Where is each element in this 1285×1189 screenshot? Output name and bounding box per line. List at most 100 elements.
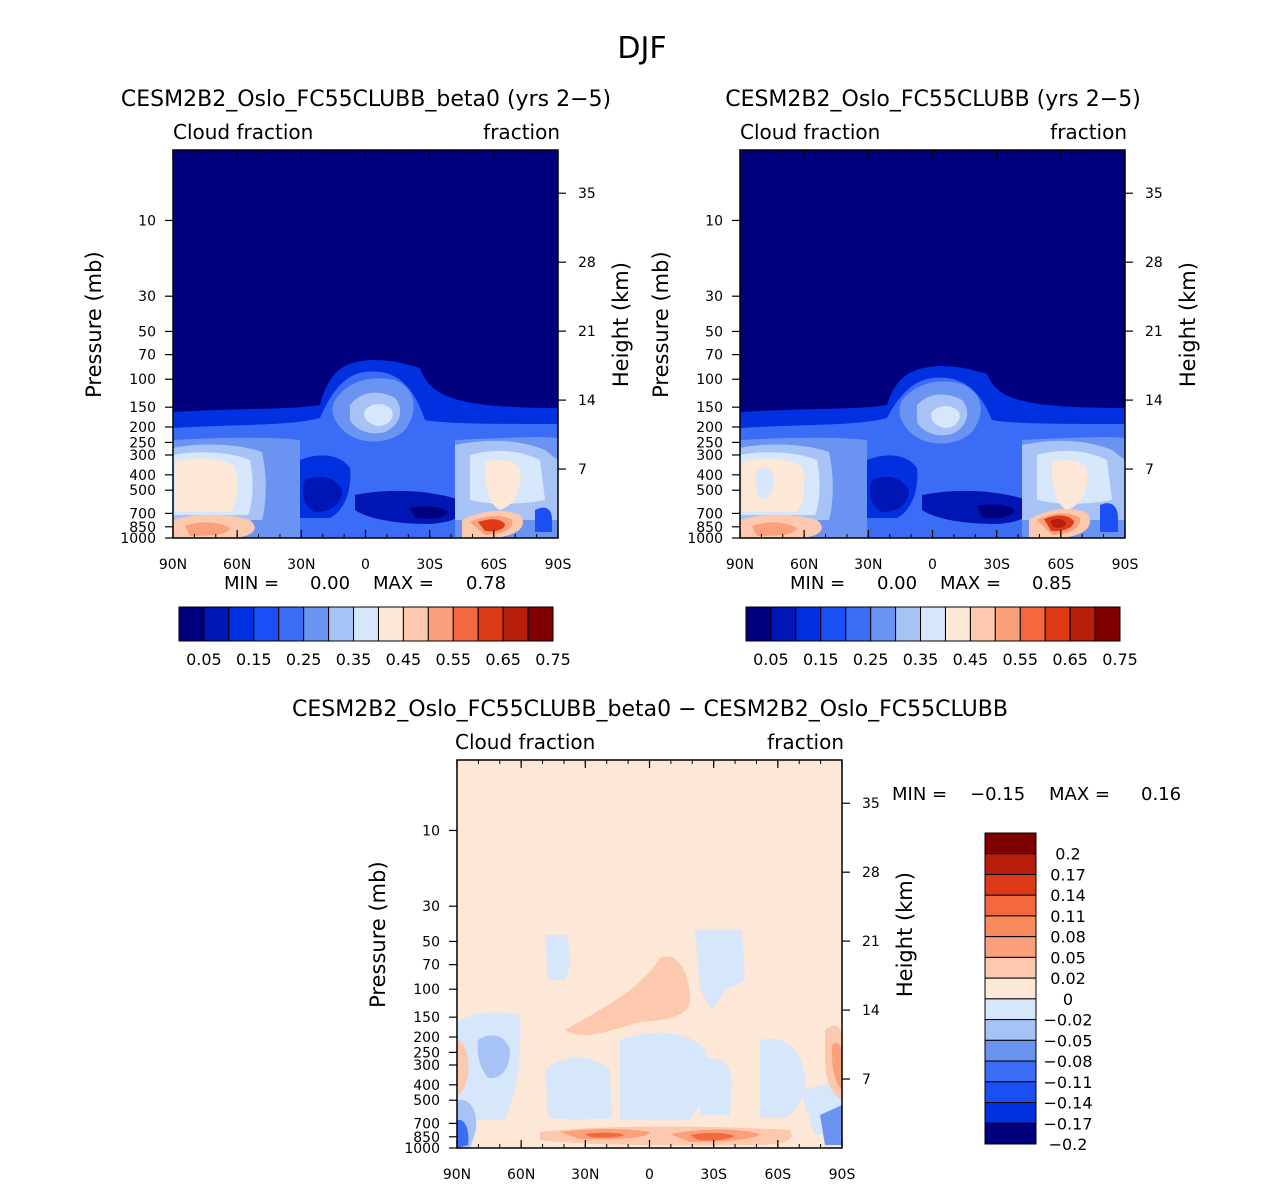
colorbar-label: 0.2 bbox=[1055, 845, 1080, 864]
y-tick-label: 70 bbox=[138, 348, 156, 364]
y-tick-label: 1000 bbox=[404, 1141, 440, 1157]
x-tick-label: 30N bbox=[287, 557, 315, 573]
x-tick-label: 90S bbox=[1112, 557, 1139, 573]
y-tick-label: 50 bbox=[422, 934, 440, 950]
x-tick-label: 90S bbox=[829, 1167, 856, 1183]
y-tick-label: 300 bbox=[413, 1058, 440, 1074]
colorbar-swatch bbox=[984, 873, 1037, 896]
x-tick-label: 60N bbox=[790, 557, 818, 573]
y2-tick-label: 14 bbox=[862, 1003, 880, 1019]
colorbar-swatch bbox=[228, 606, 255, 642]
colorbar-swatch bbox=[1069, 606, 1096, 642]
x-tick-label: 90S bbox=[545, 557, 572, 573]
colorbar-label: 0.08 bbox=[1050, 928, 1086, 947]
colorbar-swatch bbox=[984, 936, 1037, 958]
y-tick-label: 30 bbox=[422, 899, 440, 915]
x-tick-label: 60S bbox=[1047, 557, 1074, 573]
y-tick-label: 700 bbox=[696, 506, 723, 522]
y-tick-label: 400 bbox=[696, 468, 723, 484]
colorbar-label: 0.05 bbox=[186, 650, 222, 669]
y-tick-label: 10 bbox=[138, 213, 156, 229]
colorbar-label: 0.14 bbox=[1050, 886, 1086, 905]
y-tick-label: 1000 bbox=[687, 531, 723, 547]
colorbar-swatch bbox=[984, 832, 1037, 855]
colorbar-swatch bbox=[969, 606, 996, 642]
panel-3-min-label: MIN = bbox=[892, 784, 947, 805]
y-tick-label: 850 bbox=[129, 520, 156, 536]
colorbar-swatch bbox=[178, 606, 205, 642]
y2-tick-label: 21 bbox=[1145, 324, 1163, 340]
y2-tick-label: 7 bbox=[862, 1072, 871, 1088]
colorbar-swatch bbox=[920, 606, 946, 642]
y2-tick-label: 7 bbox=[578, 462, 587, 478]
y-tick-label: 10 bbox=[422, 823, 440, 839]
x-tick-label: 60N bbox=[507, 1167, 535, 1183]
colorbar-swatch bbox=[984, 1122, 1037, 1145]
colorbar-swatch bbox=[944, 606, 971, 642]
panel-1-title: CESM2B2_Oslo_FC55CLUBB_beta0 (yrs 2−5) bbox=[121, 87, 611, 112]
y2-tick-label: 28 bbox=[1145, 255, 1163, 271]
colorbar-label: 0.45 bbox=[953, 650, 989, 669]
x-tick-label: 30S bbox=[416, 557, 443, 573]
colorbar-swatch bbox=[845, 606, 872, 642]
x-tick-label: 0 bbox=[928, 557, 937, 573]
panel-2-title: CESM2B2_Oslo_FC55CLUBB (yrs 2−5) bbox=[725, 87, 1141, 112]
y-tick-label: 700 bbox=[129, 506, 156, 522]
y-tick-label: 300 bbox=[129, 448, 156, 464]
colorbar-swatch bbox=[203, 606, 230, 642]
x-tick-label: 0 bbox=[645, 1167, 654, 1183]
colorbar-label: −0.02 bbox=[1043, 1011, 1092, 1030]
y-tick-label: 30 bbox=[705, 289, 723, 305]
y2-tick-label: 7 bbox=[1145, 462, 1154, 478]
colorbar-swatch bbox=[770, 606, 797, 642]
panel-1-min-label: MIN = bbox=[224, 573, 279, 594]
colorbar-swatch bbox=[895, 606, 922, 642]
y-tick-label: 700 bbox=[413, 1116, 440, 1132]
y2-axis-title: Height (km) bbox=[609, 262, 633, 387]
x-tick-label: 30S bbox=[700, 1167, 727, 1183]
x-tick-label: 90N bbox=[443, 1167, 471, 1183]
panel-2-contour-field bbox=[740, 150, 1125, 538]
y2-tick-label: 28 bbox=[862, 865, 880, 881]
colorbar-swatch bbox=[984, 894, 1037, 917]
colorbar-swatch bbox=[477, 606, 504, 642]
colorbar-label: 0.25 bbox=[286, 650, 322, 669]
colorbar-swatch bbox=[984, 1102, 1037, 1124]
y-tick-label: 500 bbox=[696, 483, 723, 499]
panel-2-max-value: 0.85 bbox=[1032, 573, 1072, 594]
colorbar-swatch bbox=[1019, 606, 1046, 642]
colorbar-label: 0.05 bbox=[1050, 948, 1086, 967]
colorbar-swatch bbox=[328, 606, 355, 642]
colorbar-swatch bbox=[427, 606, 454, 642]
y-tick-label: 150 bbox=[129, 400, 156, 416]
colorbar-label: 0.75 bbox=[535, 650, 571, 669]
y-tick-label: 200 bbox=[413, 1030, 440, 1046]
colorbar-swatch bbox=[984, 1081, 1037, 1104]
colorbar-swatch bbox=[984, 956, 1037, 979]
y2-tick-label: 21 bbox=[578, 324, 596, 340]
y-tick-label: 100 bbox=[696, 372, 723, 388]
x-tick-label: 60S bbox=[764, 1167, 791, 1183]
colorbar-label: 0.75 bbox=[1102, 650, 1138, 669]
colorbar-label: 0.45 bbox=[386, 650, 422, 669]
colorbar-swatch bbox=[452, 606, 479, 642]
colorbar-swatch bbox=[402, 606, 429, 642]
colorbar-label: −0.05 bbox=[1043, 1031, 1092, 1050]
y-tick-label: 250 bbox=[696, 435, 723, 451]
y2-tick-label: 14 bbox=[578, 393, 596, 409]
colorbar-label: 0.17 bbox=[1050, 865, 1086, 884]
y2-axis-title: Height (km) bbox=[1176, 262, 1200, 387]
y-tick-label: 200 bbox=[696, 420, 723, 436]
panel-2: CESM2B2_Oslo_FC55CLUBB (yrs 2−5) Cloud f… bbox=[649, 87, 1200, 669]
y-tick-label: 100 bbox=[413, 982, 440, 998]
y-tick-label: 50 bbox=[705, 324, 723, 340]
x-tick-label: 60S bbox=[480, 557, 507, 573]
colorbar-label: 0.05 bbox=[753, 650, 789, 669]
panel-1-min-value: 0.00 bbox=[310, 573, 350, 594]
colorbar-swatch bbox=[745, 606, 772, 642]
y-tick-label: 150 bbox=[696, 400, 723, 416]
y-tick-label: 400 bbox=[129, 468, 156, 484]
y2-tick-label: 35 bbox=[578, 186, 596, 202]
panel-2-left-label: Cloud fraction bbox=[740, 120, 880, 144]
